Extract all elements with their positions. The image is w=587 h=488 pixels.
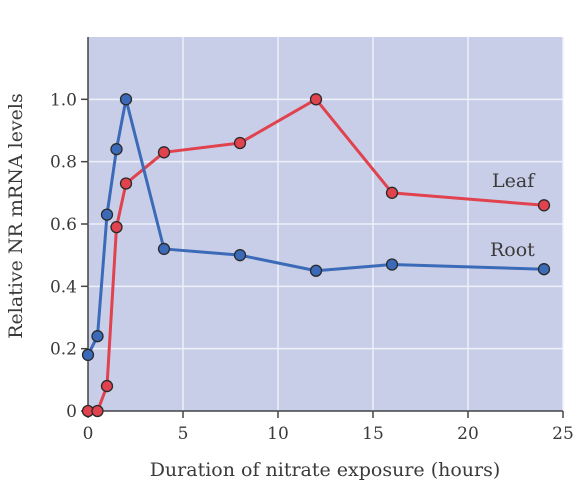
x-axis-title: Duration of nitrate exposure (hours) bbox=[150, 459, 501, 481]
data-point-root bbox=[91, 330, 104, 343]
x-tick-label: 25 bbox=[552, 424, 574, 444]
data-point-root bbox=[537, 263, 551, 276]
y-tick-label: 0.8 bbox=[50, 153, 77, 173]
data-point-root bbox=[110, 143, 123, 156]
series-line-leaf bbox=[88, 97, 545, 413]
axes: 0 5 10 15 20 25 0 0.2 0.4 0.6 0.8 1.0 bbox=[50, 37, 574, 444]
data-point-root bbox=[309, 264, 323, 277]
data-point-root bbox=[233, 249, 247, 262]
data-point-leaf bbox=[100, 379, 114, 393]
y-tick-label: 0.4 bbox=[50, 277, 77, 297]
y-tick-label: 0 bbox=[66, 402, 77, 422]
data-point-leaf bbox=[157, 146, 171, 159]
data-point-leaf bbox=[309, 93, 323, 106]
data-point-root bbox=[119, 93, 133, 106]
x-tick-label: 10 bbox=[267, 424, 289, 444]
x-tick-label: 5 bbox=[178, 424, 189, 444]
data-point-root bbox=[100, 208, 114, 221]
series-line-root bbox=[86, 97, 545, 356]
y-tick-label: 0.6 bbox=[50, 215, 77, 235]
data-point-leaf bbox=[537, 199, 551, 212]
series-label-root: Root bbox=[490, 239, 535, 261]
y-tick-label: 1.0 bbox=[50, 90, 77, 110]
data-point-leaf bbox=[233, 136, 247, 150]
y-axis-title: Relative NR mRNA levels bbox=[5, 93, 27, 339]
y-tick-label: 0.2 bbox=[50, 340, 77, 360]
data-point-root bbox=[385, 258, 399, 271]
x-tick-label: 15 bbox=[362, 424, 384, 444]
data-point-root bbox=[81, 348, 95, 362]
grid bbox=[88, 37, 564, 411]
data-point-root bbox=[157, 242, 171, 256]
x-tick-label: 20 bbox=[457, 424, 479, 444]
data-point-leaf bbox=[91, 404, 104, 418]
series-label-leaf: Leaf bbox=[492, 170, 536, 192]
data-point-leaf bbox=[110, 220, 123, 234]
series-layer bbox=[81, 93, 551, 418]
data-point-leaf bbox=[385, 186, 399, 199]
data-point-leaf bbox=[119, 177, 133, 190]
x-tick-label: 0 bbox=[83, 424, 94, 444]
